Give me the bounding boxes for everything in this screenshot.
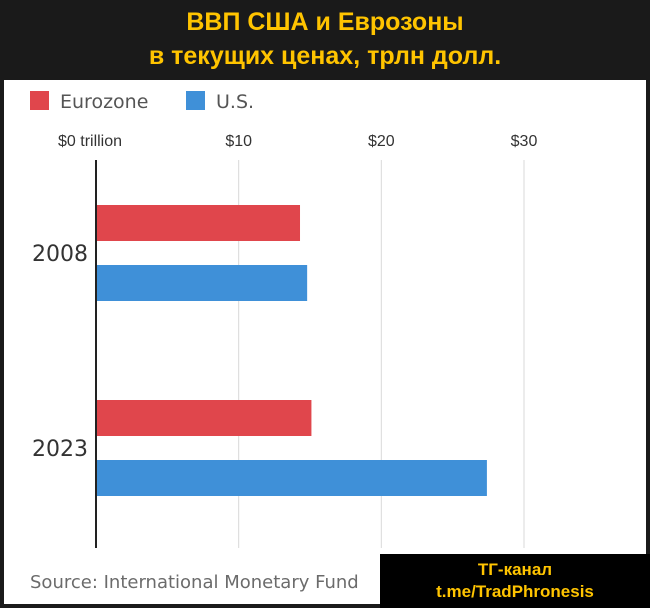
legend-swatch-us <box>186 91 205 110</box>
header: ВВП США и Еврозоны в текущих ценах, трлн… <box>0 0 650 80</box>
bar-us-2023 <box>96 460 487 496</box>
badge-channel-link[interactable]: t.me/TradPhronesis <box>436 582 594 601</box>
bar-eurozone-2023 <box>96 400 312 436</box>
x-tick-label-10: $10 <box>225 133 252 150</box>
legend-label-us: U.S. <box>216 91 254 113</box>
chart-title-line-1: ВВП США и Еврозоны <box>186 8 464 36</box>
category-label-2023: 2023 <box>32 437 88 462</box>
bar-eurozone-2008 <box>96 205 301 241</box>
category-label-2008: 2008 <box>32 242 88 267</box>
x-tick-label-30: $30 <box>511 133 538 150</box>
bar-us-2008 <box>96 265 308 301</box>
chart-panel: Eurozone U.S. $0 trillion $10 $20 $30 2008 2023… <box>4 80 646 604</box>
x-tick-label-0: $0 trillion <box>58 133 122 150</box>
channel-badge: ТГ-канал t.me/TradPhronesis <box>380 554 650 608</box>
chart-title-line-2: в текущих ценах, трлн долл. <box>148 42 502 70</box>
source-note: Source: International Monetary Fund <box>30 572 359 593</box>
badge-channel-label: ТГ-канал <box>477 560 553 579</box>
legend-label-eurozone: Eurozone <box>60 91 148 113</box>
bar-chart: Eurozone U.S. $0 trillion $10 $20 $30 2008 2023 <box>30 91 538 548</box>
legend-swatch-eurozone <box>30 91 49 110</box>
x-tick-label-20: $20 <box>368 133 395 150</box>
